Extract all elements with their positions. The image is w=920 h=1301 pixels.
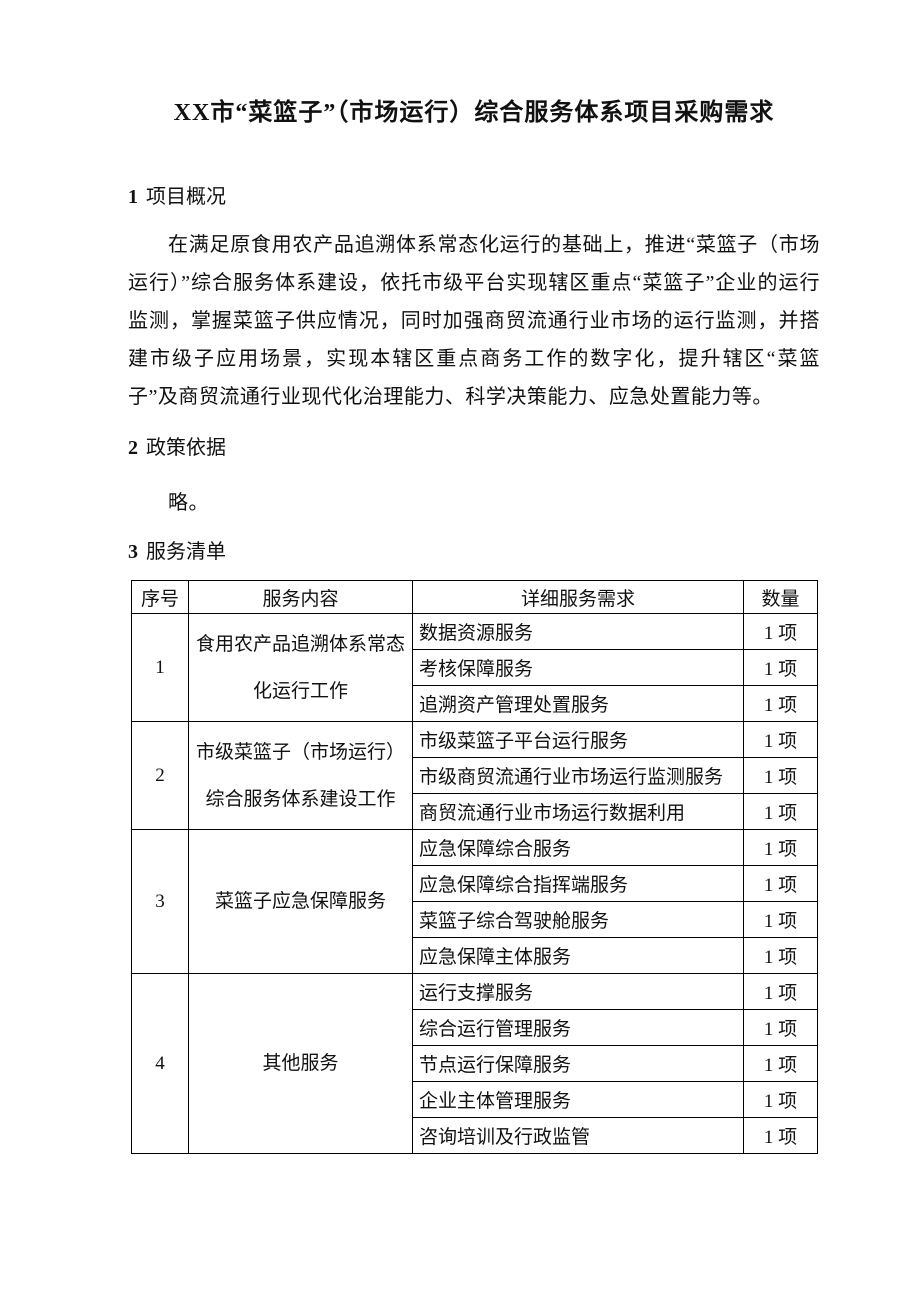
row-number-cell: 1 [131,613,189,722]
section-number: 3 [128,541,138,563]
row-number-cell: 2 [131,721,189,830]
detail-qty-cell: 1 项 [743,721,818,758]
page-title: XX市“菜篮子”（市场运行）综合服务体系项目采购需求 [173,100,775,126]
section-number: 2 [128,437,138,459]
detail-qty-cell: 1 项 [743,1009,818,1046]
row-number-cell: 3 [131,829,189,974]
table-row: 咨询培训及行政监管 1 项 [132,1117,818,1154]
table-row: 应急保障综合指挥端服务 1 项 [132,865,818,902]
service-content-cell: 其他服务 [188,973,413,1154]
detail-qty-cell: 1 项 [743,937,818,974]
row-number-cell: 4 [131,973,189,1154]
detail-qty-cell: 1 项 [743,1081,818,1118]
section-number: 1 [128,186,138,208]
detail-qty-cell: 1 项 [743,901,818,938]
detail-qty-cell: 1 项 [743,613,818,650]
section-heading-3: 3 服务清单 [128,538,820,566]
detail-need-cell: 市级菜篮子平台运行服务 [412,721,744,758]
detail-qty-cell: 1 项 [743,793,818,830]
table-row: 2 市级菜篮子（市场运行）综合服务体系建设工作 市级菜篮子平台运行服务 1 项 [131,721,818,830]
service-list-table: 序号 服务内容 详细服务需求 数量 1 食用农产品追溯体系常态化运行工作 数据资… [131,580,818,1154]
table-header-row: 序号 服务内容 详细服务需求 数量 [131,580,818,614]
detail-need-cell: 节点运行保障服务 [412,1045,744,1082]
table-row: 节点运行保障服务 1 项 [132,1045,818,1082]
detail-qty-cell: 1 项 [743,865,818,902]
section-heading-1: 1 项目概况 [128,183,820,211]
detail-qty-cell: 1 项 [743,1117,818,1154]
detail-qty-cell: 1 项 [743,649,818,686]
table-row: 商贸流通行业市场运行数据利用 1 项 [132,793,818,830]
detail-need-cell: 应急保障综合服务 [412,829,744,866]
service-content-cell: 菜篮子应急保障服务 [188,829,413,974]
column-header-service-content: 服务内容 [188,580,413,614]
service-content-cell: 市级菜篮子（市场运行）综合服务体系建设工作 [188,721,413,830]
table-row: 3 菜篮子应急保障服务 应急保障综合服务 1 项 [131,829,818,974]
detail-need-cell: 市级商贸流通行业市场运行监测服务 [412,757,744,794]
table-row: 菜篮子综合驾驶舱服务 1 项 [132,901,818,938]
section-1-paragraph: 在满足原食用农产品追溯体系常态化运行的基础上，推进“菜篮子（市场运行）”综合服务… [128,234,820,408]
detail-need-cell: 综合运行管理服务 [412,1009,744,1046]
table-row: 4 其他服务 运行支撑服务 1 项 [131,973,818,1154]
column-header-quantity: 数量 [743,580,818,614]
detail-qty-cell: 1 项 [743,685,818,722]
column-header-detail-need: 详细服务需求 [412,580,744,614]
table-row: 追溯资产管理处置服务 1 项 [132,685,818,722]
detail-need-cell: 应急保障综合指挥端服务 [412,865,744,902]
table-row: 考核保障服务 1 项 [132,649,818,686]
table-row: 1 食用农产品追溯体系常态化运行工作 数据资源服务 1 项 [131,613,818,722]
table-row: 综合运行管理服务 1 项 [132,1009,818,1046]
detail-need-cell: 商贸流通行业市场运行数据利用 [412,793,744,830]
detail-need-cell: 应急保障主体服务 [412,937,744,974]
section-heading-text: 政策依据 [146,437,226,459]
section-heading-text: 服务清单 [146,541,226,563]
detail-qty-cell: 1 项 [743,1045,818,1082]
detail-qty-cell: 1 项 [743,829,818,866]
table-row: 应急保障主体服务 1 项 [132,937,818,974]
service-content-cell: 食用农产品追溯体系常态化运行工作 [188,613,413,722]
section-heading-2: 2 政策依据 [128,434,820,462]
detail-qty-cell: 1 项 [743,757,818,794]
detail-need-cell: 咨询培训及行政监管 [412,1117,744,1154]
detail-need-cell: 数据资源服务 [412,613,744,650]
detail-need-cell: 企业主体管理服务 [412,1081,744,1118]
detail-need-cell: 考核保障服务 [412,649,744,686]
section-heading-text: 项目概况 [146,186,226,208]
detail-qty-cell: 1 项 [743,973,818,1010]
detail-need-cell: 追溯资产管理处置服务 [412,685,744,722]
detail-need-cell: 运行支撑服务 [412,973,744,1010]
section-2-paragraph: 略。 [168,492,209,514]
column-header-no: 序号 [131,580,189,614]
detail-need-cell: 菜篮子综合驾驶舱服务 [412,901,744,938]
table-row: 市级商贸流通行业市场运行监测服务 1 项 [132,757,818,794]
document-content: XX市“菜篮子”（市场运行）综合服务体系项目采购需求 1 项目概况 在满足原食用农… [128,0,820,1154]
